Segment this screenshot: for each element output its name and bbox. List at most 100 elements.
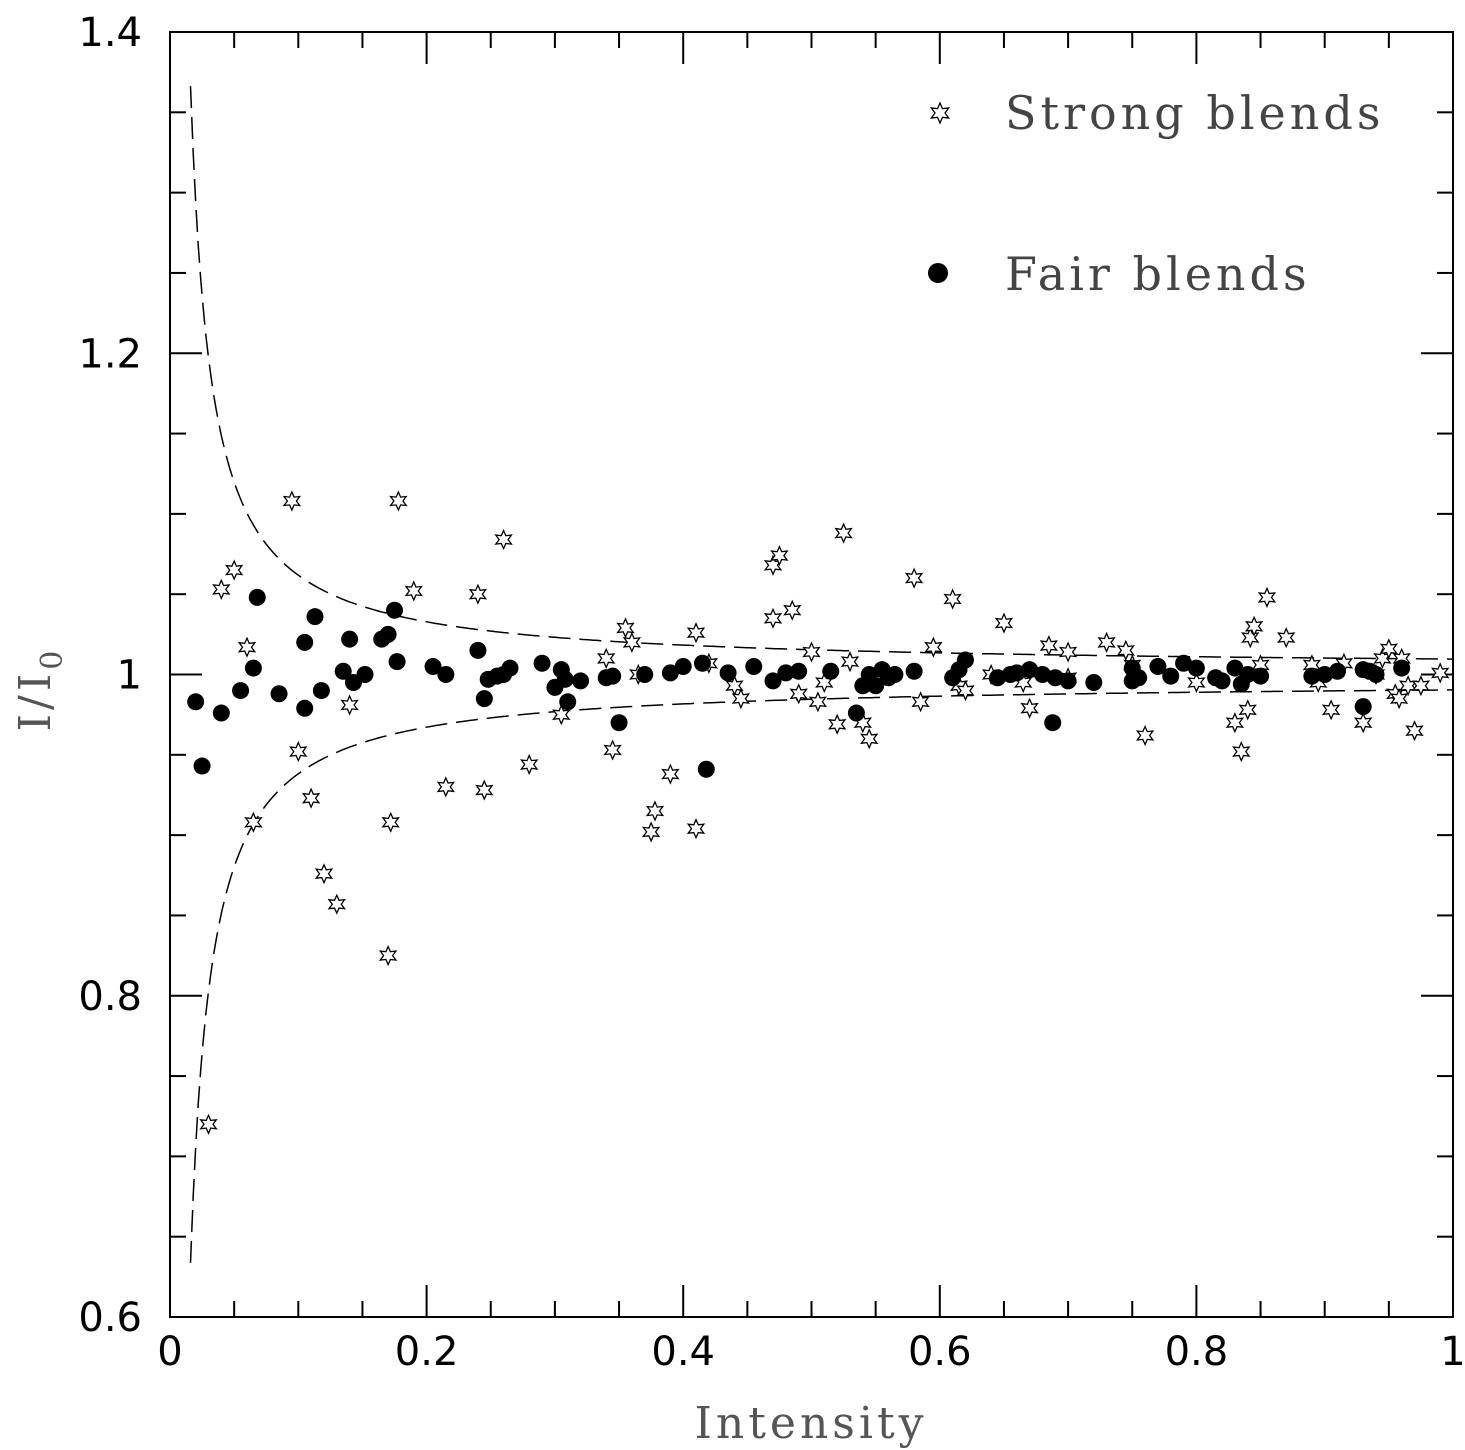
strong-blend-point bbox=[475, 779, 494, 801]
strong-blend-point bbox=[802, 641, 821, 663]
strong-blend-point bbox=[597, 647, 616, 670]
strong-blend-point bbox=[1039, 634, 1058, 657]
strong-blend-point bbox=[622, 631, 642, 654]
fair-blend-point bbox=[674, 657, 692, 675]
strong-blend-point bbox=[763, 607, 783, 629]
axis-ticks bbox=[169, 31, 1454, 1318]
strong-blend-point bbox=[1225, 712, 1245, 734]
fair-blend-point bbox=[386, 601, 404, 619]
strong-blend-point bbox=[378, 944, 398, 967]
fair-blend-point bbox=[1187, 659, 1205, 677]
strong-blend-point bbox=[924, 636, 943, 658]
legend-circle-marker bbox=[928, 263, 948, 283]
strong-blend-point bbox=[1398, 675, 1418, 697]
strong-blend-point bbox=[859, 728, 879, 750]
strong-blend-point bbox=[686, 818, 706, 840]
x-tick-label: 0.2 bbox=[395, 1329, 459, 1375]
strong-blend-point bbox=[1135, 724, 1155, 747]
fair-blend-point bbox=[1085, 674, 1103, 692]
strong-blend-point bbox=[1389, 687, 1409, 710]
fair-blend-point bbox=[379, 625, 397, 643]
strong-blend-point bbox=[770, 544, 789, 567]
fair-blend-point bbox=[822, 662, 840, 680]
fair-blend-point bbox=[636, 666, 654, 683]
fair-blend-point bbox=[388, 653, 406, 671]
fair-blend-point bbox=[1162, 667, 1180, 685]
strong-blend-point bbox=[552, 704, 571, 726]
strong-blend-point bbox=[834, 522, 853, 544]
strong-blend-point bbox=[904, 567, 924, 589]
strong-blend-point bbox=[828, 713, 847, 735]
fair-blend-point bbox=[989, 669, 1007, 687]
fair-blend-point bbox=[610, 714, 628, 732]
y-tick-label: 0.6 bbox=[78, 1295, 142, 1341]
fair-blend-point bbox=[1329, 662, 1347, 680]
fair-blend-point bbox=[312, 682, 330, 700]
strong-blend-point bbox=[840, 650, 860, 673]
fair-blend-point bbox=[437, 666, 455, 683]
fair-blend-point bbox=[424, 657, 442, 675]
strong-blend-point bbox=[381, 811, 400, 833]
fair-blend-point bbox=[764, 672, 782, 690]
fair-blend-point bbox=[212, 704, 230, 722]
strong-blend-point bbox=[212, 578, 231, 601]
strong-blend-point bbox=[1187, 671, 1206, 694]
strong-blend-point bbox=[911, 691, 930, 713]
x-tick-label: 1 bbox=[1440, 1329, 1465, 1375]
fair-blend-point bbox=[1033, 666, 1051, 683]
strong-blend-point bbox=[686, 622, 706, 644]
strong-blend-point bbox=[314, 863, 334, 885]
y-tick-label: 0.8 bbox=[78, 974, 142, 1020]
x-tick-label: 0.4 bbox=[651, 1329, 715, 1375]
legend-label-strong-blends: Strong blends bbox=[1005, 86, 1384, 140]
strong-blend-point bbox=[1097, 631, 1116, 654]
fair-blend-point bbox=[1226, 659, 1244, 677]
strong-blend-point bbox=[1379, 638, 1398, 660]
fair-blend-point bbox=[886, 666, 904, 683]
fair-blend-point bbox=[356, 666, 374, 683]
strong-blend-point bbox=[237, 636, 257, 658]
fair-blend-point bbox=[1303, 667, 1321, 685]
fair-blend-point bbox=[719, 664, 737, 682]
lower-envelope-curve bbox=[189, 689, 1453, 1263]
strong-blend-point bbox=[1020, 697, 1039, 719]
strong-blend-point bbox=[282, 490, 302, 512]
strong-blend-point bbox=[1058, 641, 1078, 663]
fair-blend-point bbox=[661, 664, 679, 682]
x-axis-label: Intensity bbox=[695, 1398, 928, 1449]
y-axis-label-main: I/I bbox=[10, 670, 61, 732]
upper-envelope-curve bbox=[189, 86, 1453, 660]
fair-blend-point bbox=[556, 670, 574, 688]
legend-label-fair-blends: Fair blends bbox=[1005, 247, 1311, 301]
strong-blend-point bbox=[1116, 639, 1135, 662]
fair-blend-point bbox=[1059, 672, 1077, 690]
fair-blend-point bbox=[693, 654, 711, 672]
strong-blend-point bbox=[616, 617, 635, 639]
fair-blend-point bbox=[790, 662, 808, 680]
fair-blend-point bbox=[956, 651, 974, 669]
fair-blend-point bbox=[1021, 661, 1039, 679]
fair-blend-point bbox=[501, 659, 519, 677]
strong-blend-point bbox=[1244, 615, 1264, 637]
strong-blend-point bbox=[468, 583, 488, 605]
strong-blend-point bbox=[327, 893, 346, 915]
strong-blend-point bbox=[289, 740, 308, 763]
y-axis-label-sub: 0 bbox=[35, 647, 70, 670]
fair-blend-point bbox=[334, 662, 352, 680]
svg-text:I/I0: I/I0 bbox=[10, 647, 70, 732]
fair-blend-point bbox=[905, 662, 923, 680]
fair-blend-point bbox=[559, 693, 577, 711]
strong-blend-point bbox=[808, 691, 828, 713]
y-axis-label: I/I0 bbox=[10, 647, 70, 732]
strong-blend-point bbox=[1405, 720, 1424, 742]
fair-blend-point bbox=[244, 659, 262, 677]
x-tick-label: 0 bbox=[157, 1329, 182, 1375]
legend: Strong blends Fair blends bbox=[928, 86, 1384, 301]
strong-blend-point bbox=[1431, 662, 1450, 684]
y-tick-label: 1.4 bbox=[78, 10, 142, 56]
strong-blend-point bbox=[789, 683, 808, 705]
strong-blend-point bbox=[1411, 675, 1431, 697]
fair-blend-point bbox=[232, 682, 250, 700]
fair-blend-point bbox=[847, 704, 865, 722]
